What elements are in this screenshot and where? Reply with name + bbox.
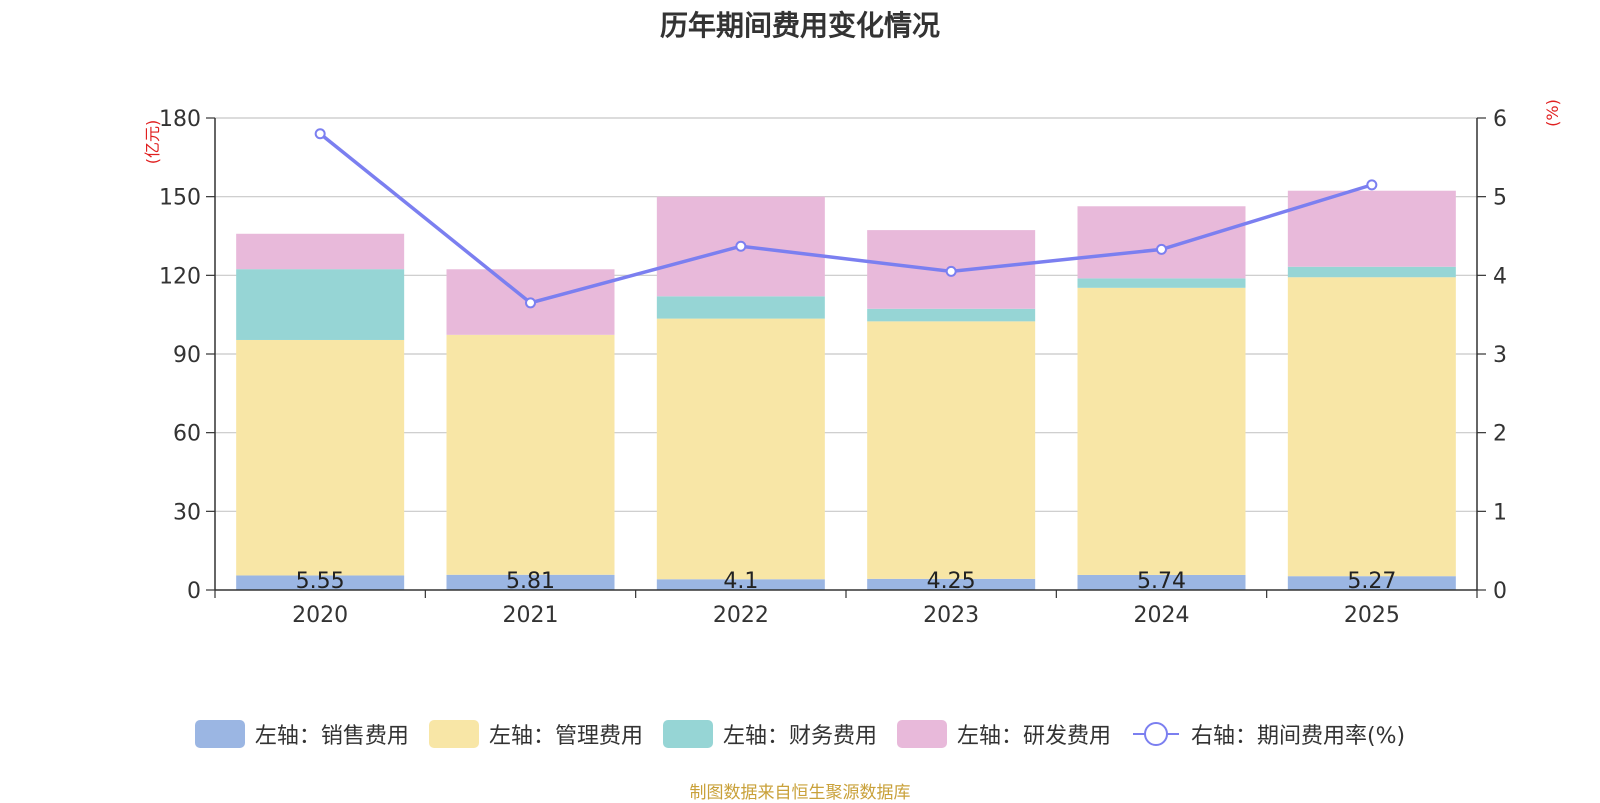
- x-tick-label: 2020: [292, 603, 348, 628]
- left-tick-label: 90: [173, 343, 201, 368]
- legend-swatch-admin: [428, 720, 479, 748]
- gridlines: [215, 117, 1477, 512]
- data-source-note: 制图数据来自恒生聚源数据库: [689, 783, 911, 803]
- left-tick-label: 60: [173, 422, 201, 447]
- x-tick-label: 2021: [503, 603, 559, 628]
- bar-segment: [1077, 574, 1246, 590]
- left-tick-label: 150: [159, 186, 201, 211]
- legend-item-rate[interactable]: 右轴：期间费用率(%): [1131, 718, 1405, 750]
- right-tick-label: 4: [1493, 264, 1507, 289]
- bar-segment: [236, 575, 405, 590]
- legend-swatch-finance: [662, 720, 713, 748]
- bar-segment: [1287, 277, 1456, 577]
- rate-point: [525, 297, 536, 309]
- bar-segment: [446, 574, 615, 590]
- right-tick-label: 0: [1493, 579, 1507, 604]
- chart-title: 历年期间费用变化情况: [659, 9, 940, 42]
- rate-point: [735, 240, 747, 252]
- bar-segment: [867, 308, 1036, 322]
- x-tick-label: 2023: [923, 603, 979, 628]
- rate-point: [314, 128, 326, 140]
- legend-swatch-rnd: [896, 720, 947, 748]
- bar-segment: [1077, 287, 1246, 575]
- bar-segment: [1287, 266, 1456, 278]
- left-tick-label: 120: [159, 264, 201, 289]
- bar-segment: [236, 339, 405, 576]
- legend-label-admin: 左轴：管理费用: [488, 724, 643, 749]
- rate-line: [319, 132, 1373, 305]
- right-tick-label: 1: [1493, 500, 1507, 525]
- axes: 0 30 60 90 120 150 180 0 1 2 3 4 5 6 (亿元) (%) 2020 2021 20…: [143, 99, 1562, 628]
- legend-item-rnd[interactable]: 左轴：研发费用: [896, 718, 1111, 750]
- data-label: 5.81: [506, 569, 555, 594]
- data-label: 5.27: [1347, 569, 1396, 594]
- x-tick-label: 2025: [1344, 603, 1400, 628]
- legend-line-marker-icon: [1132, 722, 1179, 746]
- data-label: 4.25: [927, 569, 976, 594]
- bar-segment: [656, 579, 825, 590]
- bar-segment: [656, 318, 825, 580]
- bar-segment: [446, 334, 615, 575]
- data-label: 5.74: [1137, 569, 1186, 594]
- bar-segment: [1077, 206, 1246, 279]
- bar-segment: [867, 321, 1036, 579]
- legend-item-sales[interactable]: 左轴：销售费用: [194, 718, 409, 750]
- bar-series: [236, 190, 1456, 590]
- x-tick-label: 2024: [1134, 603, 1190, 628]
- line-series: [314, 128, 1378, 309]
- left-axis-unit-label: (亿元): [143, 120, 162, 165]
- bar-segment: [1287, 576, 1456, 590]
- bar-segment: [867, 578, 1036, 590]
- right-tick-label: 3: [1493, 343, 1507, 368]
- right-tick-label: 2: [1493, 422, 1507, 447]
- left-tick-label: 30: [173, 500, 201, 525]
- legend-circle: [1143, 722, 1168, 746]
- rate-point: [1366, 179, 1378, 191]
- data-labels: 5.55 5.81 4.1 4.25 5.74 5.27: [296, 569, 1397, 594]
- chart-canvas: 0 30 60 90 120 150 180 0 1 2 3 4 5 6 (亿元) (%) 2020 2021 20…: [143, 99, 1562, 628]
- legend-item-finance[interactable]: 左轴：财务费用: [662, 718, 877, 750]
- legend-label-finance: 左轴：财务费用: [722, 724, 877, 749]
- left-tick-label: 0: [187, 579, 201, 604]
- left-tick-label: 180: [159, 107, 201, 132]
- bar-segment: [236, 269, 405, 340]
- bar-segment: [236, 233, 405, 270]
- right-axis-unit-label: (%): [1543, 99, 1562, 127]
- data-label: 5.55: [296, 569, 345, 594]
- right-tick-label: 5: [1493, 186, 1507, 211]
- bar-segment: [656, 296, 825, 319]
- rate-point: [945, 265, 957, 277]
- legend: 左轴：销售费用 左轴：管理费用 左轴：财务费用 左轴：研发费用 右轴：期间费用率…: [0, 718, 1600, 750]
- bar-segment: [1077, 278, 1246, 288]
- legend-label-rate: 右轴：期间费用率(%): [1190, 724, 1406, 749]
- legend-label-rnd: 左轴：研发费用: [956, 724, 1111, 749]
- legend-item-admin[interactable]: 左轴：管理费用: [428, 718, 643, 750]
- legend-label-sales: 左轴：销售费用: [254, 724, 409, 749]
- data-label: 4.1: [723, 569, 758, 594]
- right-tick-label: 6: [1493, 107, 1507, 132]
- rate-point: [1156, 243, 1167, 255]
- x-tick-label: 2022: [713, 603, 769, 628]
- legend-swatch-sales: [194, 720, 245, 748]
